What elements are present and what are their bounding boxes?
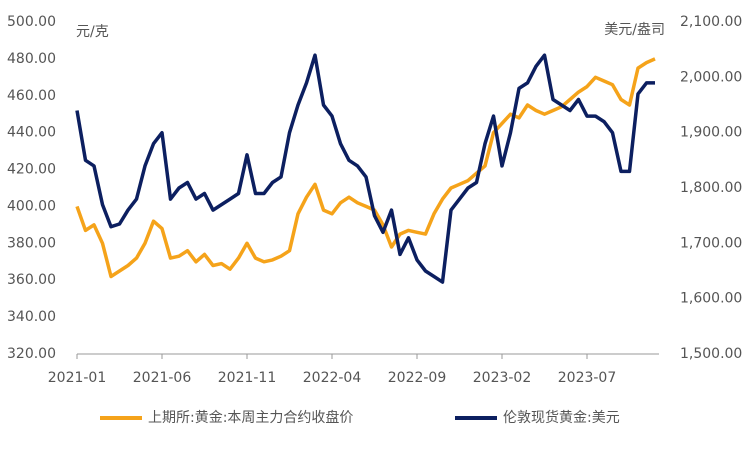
- x-tick-label: 2022-04: [303, 370, 362, 386]
- y2-axis-label: 美元/盎司: [604, 22, 665, 38]
- y-tick-label: 360.00: [7, 272, 56, 288]
- x-tick-label: 2023-02: [473, 370, 532, 386]
- y-tick-label: 460.00: [7, 88, 56, 104]
- y-tick-label: 320.00: [7, 346, 56, 362]
- y2-tick-label: 1,800.00: [680, 180, 742, 196]
- x-tick-label: 2021-06: [133, 370, 192, 386]
- y2-tick-label: 1,900.00: [680, 125, 742, 141]
- y2-tick-label: 1,500.00: [680, 346, 742, 362]
- y-tick-label: 380.00: [7, 235, 56, 251]
- legend-label: 伦敦现货黄金:美元: [503, 409, 620, 426]
- series-line: [75, 53, 655, 284]
- y-tick-label: 340.00: [7, 309, 56, 325]
- y-tick-label: 400.00: [7, 198, 56, 214]
- legend-label: 上期所:黄金:本周主力合约收盘价: [148, 409, 353, 426]
- x-tick-label: 2023-07: [558, 370, 617, 386]
- y-axis-label: 元/克: [76, 24, 109, 40]
- x-tick-label: 2022-09: [388, 370, 447, 386]
- y2-tick-label: 2,000.00: [680, 69, 742, 85]
- y2-tick-label: 2,100.00: [680, 14, 742, 30]
- y-tick-label: 420.00: [7, 162, 56, 178]
- x-tick-label: 2021-11: [218, 370, 277, 386]
- y-tick-label: 480.00: [7, 51, 56, 67]
- y-tick-label: 500.00: [7, 14, 56, 30]
- x-tick-label: 2021-01: [48, 370, 107, 386]
- y2-tick-label: 1,700.00: [680, 235, 742, 251]
- y2-tick-label: 1,600.00: [680, 291, 742, 307]
- series-line: [75, 57, 656, 279]
- y-tick-label: 440.00: [7, 125, 56, 141]
